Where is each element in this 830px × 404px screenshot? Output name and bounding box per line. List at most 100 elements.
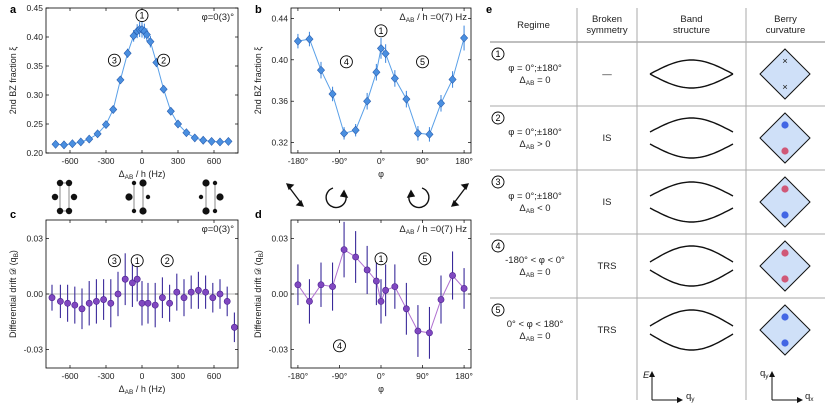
data-point bbox=[413, 128, 422, 138]
band-lower bbox=[649, 333, 734, 351]
band-lower bbox=[649, 73, 734, 89]
table-regime-5-label: 5 bbox=[495, 305, 500, 315]
double-arrow-icon-2 bbox=[450, 183, 470, 207]
berry-x-arrowhead bbox=[797, 397, 803, 403]
band-upper bbox=[649, 181, 734, 197]
broken-symmetry: IS bbox=[603, 133, 612, 144]
band-upper bbox=[649, 309, 734, 327]
regime-mark-1-label: 1 bbox=[135, 256, 140, 266]
berry-y-label: qy​ bbox=[760, 368, 769, 380]
data-point bbox=[93, 129, 102, 139]
broken-symmetry: — bbox=[602, 69, 612, 80]
regime-mark-1: 1 bbox=[135, 9, 149, 22]
regime-condition: ΔAB​ = 0 bbox=[519, 75, 550, 87]
regime-condition: ΔAB​ > 0 bbox=[519, 139, 550, 151]
regime-mark-1-ring bbox=[374, 252, 388, 266]
data-point bbox=[107, 299, 115, 307]
data-point bbox=[460, 285, 468, 292]
band-upper bbox=[649, 245, 734, 263]
broken-symmetry: TRS bbox=[598, 325, 617, 336]
data-point bbox=[202, 288, 209, 296]
data-point bbox=[51, 139, 60, 149]
table-regime-2: 2 bbox=[491, 111, 505, 125]
x-tick-label: 90° bbox=[416, 371, 429, 381]
regime-mark-1-ring bbox=[374, 24, 388, 38]
data-point bbox=[306, 297, 313, 305]
table-regime-1: 1 bbox=[491, 47, 505, 61]
data-point bbox=[352, 253, 360, 261]
data-point bbox=[402, 94, 411, 104]
data-point bbox=[100, 296, 107, 303]
x-tick-label: 90° bbox=[416, 156, 429, 166]
data-point bbox=[187, 288, 195, 296]
data-point bbox=[173, 288, 181, 296]
chart-d: -180° -90° 0° 90° 180° -0.03 0.00 0.03 φ Differen… bbox=[253, 219, 473, 394]
berry-hotspot-blue bbox=[781, 313, 789, 321]
data-point bbox=[460, 33, 469, 43]
data-point bbox=[448, 75, 457, 84]
x-tick-label: 180° bbox=[455, 156, 473, 166]
y-tick-label: 0.25 bbox=[26, 119, 43, 129]
berry-hotspot-red bbox=[781, 147, 789, 155]
regime-mark-1: 1 bbox=[374, 24, 388, 38]
data-point bbox=[316, 65, 326, 75]
data-point bbox=[71, 301, 79, 309]
broken-symmetry: IS bbox=[603, 197, 612, 208]
column-header: Broken bbox=[592, 14, 622, 25]
k-axis-arrowhead bbox=[677, 397, 683, 403]
data-point bbox=[363, 266, 371, 274]
berry-y-arrowhead bbox=[769, 371, 775, 377]
regime-mark-3: 3 bbox=[107, 254, 121, 268]
data-point bbox=[199, 135, 208, 145]
data-point bbox=[144, 299, 152, 307]
data-point bbox=[166, 106, 175, 116]
berry-hotspot-blue bbox=[781, 121, 789, 129]
data-point bbox=[294, 281, 302, 289]
data-point bbox=[68, 139, 77, 149]
band-upper bbox=[649, 59, 734, 75]
data-point bbox=[329, 283, 336, 290]
data-point bbox=[182, 128, 191, 138]
regime-mark-2: 2 bbox=[157, 53, 171, 67]
table-regime-1-ring bbox=[491, 47, 505, 61]
table-regime-4: 4 bbox=[491, 239, 505, 253]
data-point bbox=[78, 305, 86, 313]
data-point bbox=[377, 297, 385, 305]
counterclockwise-arrow-icon bbox=[406, 187, 430, 209]
regime-mark-1: 1 bbox=[374, 252, 388, 266]
data-point bbox=[158, 294, 166, 302]
regime-mark-4: 4 bbox=[333, 339, 346, 353]
table-regime-2-label: 2 bbox=[495, 113, 500, 123]
regime-mark-4: 4 bbox=[339, 55, 353, 69]
y-tick-label: 0.00 bbox=[271, 289, 288, 299]
data-point bbox=[114, 290, 122, 298]
data-point bbox=[351, 125, 360, 135]
data-point bbox=[391, 283, 399, 290]
y-tick-label: 0.30 bbox=[26, 90, 43, 100]
column-header: symmetry bbox=[586, 25, 627, 36]
regime-condition: ΔAB​ < 0 bbox=[519, 203, 550, 215]
data-point bbox=[146, 37, 155, 47]
regime-mark-4-label: 4 bbox=[344, 57, 349, 67]
regime-mark-5-label: 5 bbox=[422, 254, 427, 264]
y-axis-label: 2nd BZ fraction ξ bbox=[253, 47, 263, 115]
data-point bbox=[194, 286, 202, 294]
data-point bbox=[121, 275, 129, 283]
data-point bbox=[116, 75, 125, 85]
data-point bbox=[372, 277, 380, 285]
data-point bbox=[382, 286, 390, 294]
regime-mark-1-label: 1 bbox=[139, 11, 144, 21]
data-point bbox=[436, 98, 446, 108]
x-tick-label: -180° bbox=[288, 371, 308, 381]
data-point bbox=[85, 299, 93, 307]
y-tick-label: 0.40 bbox=[26, 32, 43, 42]
data-point bbox=[402, 305, 410, 313]
y-tick-label: 0.03 bbox=[271, 234, 288, 244]
lattice-schematic-1 bbox=[51, 179, 78, 215]
x-axis-label: φ bbox=[378, 384, 384, 394]
data-point bbox=[128, 279, 136, 287]
y-axis-label: Differential drift 𝒟 (qB​) bbox=[253, 250, 265, 338]
data-point bbox=[138, 299, 146, 307]
x-tick-label: 0 bbox=[140, 371, 145, 381]
chart-a: -600 -300 0 300 600 0.20 0.25 0.30 0.35 0.40 0.45 Δ… bbox=[8, 3, 239, 181]
